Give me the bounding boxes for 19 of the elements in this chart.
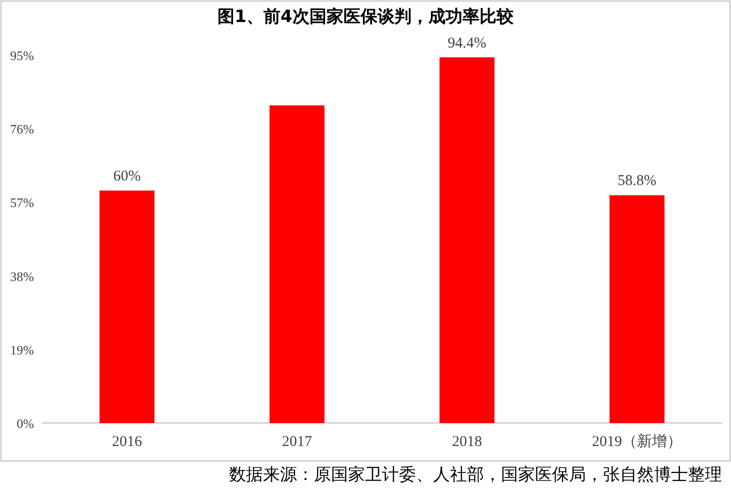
- y-tick-label: 0%: [16, 416, 34, 431]
- y-tick-label: 76%: [10, 122, 34, 137]
- source-note: 数据来源：原国家卫计委、人社部，国家医保局，张自然博士整理: [229, 465, 722, 484]
- data-label: 60%: [113, 168, 141, 185]
- data-label: 58.8%: [618, 173, 656, 190]
- chart-title: 图1、前4次国家医保谈判，成功率比较: [218, 7, 514, 27]
- bar: [270, 105, 324, 423]
- x-tick-label: 2019（新增）: [592, 433, 682, 450]
- y-tick-label: 57%: [10, 195, 34, 210]
- y-tick-label: 19%: [10, 342, 34, 358]
- x-tick-label: 2017: [282, 434, 312, 450]
- bar: [100, 190, 154, 423]
- bar: [610, 195, 664, 423]
- bar: [440, 57, 494, 423]
- y-tick-label: 38%: [10, 268, 34, 284]
- x-tick-label: 2016: [112, 434, 142, 450]
- y-tick-label: 95%: [10, 48, 34, 63]
- x-tick-label: 2018: [452, 434, 482, 450]
- data-label: 94.4%: [448, 35, 486, 52]
